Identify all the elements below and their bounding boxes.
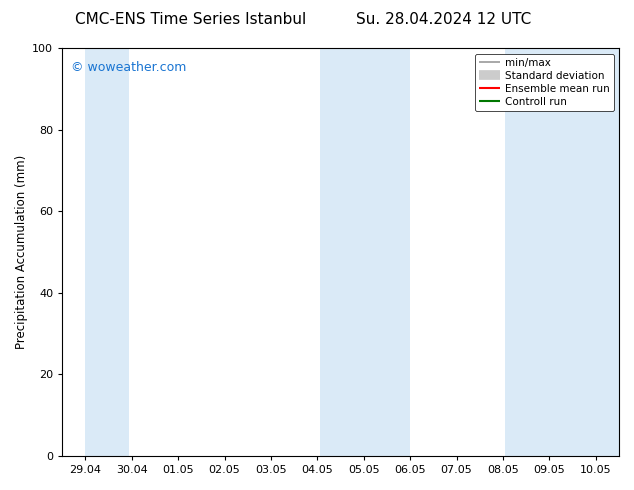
Bar [505,49,619,456]
Text: CMC-ENS Time Series Istanbul: CMC-ENS Time Series Istanbul [75,12,306,27]
Text: © woweather.com: © woweather.com [70,61,186,74]
Legend: min/max, Standard deviation, Ensemble mean run, Controll run: min/max, Standard deviation, Ensemble me… [475,53,614,111]
Bar [86,49,129,456]
Y-axis label: Precipitation Accumulation (mm): Precipitation Accumulation (mm) [15,155,28,349]
Text: Su. 28.04.2024 12 UTC: Su. 28.04.2024 12 UTC [356,12,531,27]
Bar [320,49,410,456]
